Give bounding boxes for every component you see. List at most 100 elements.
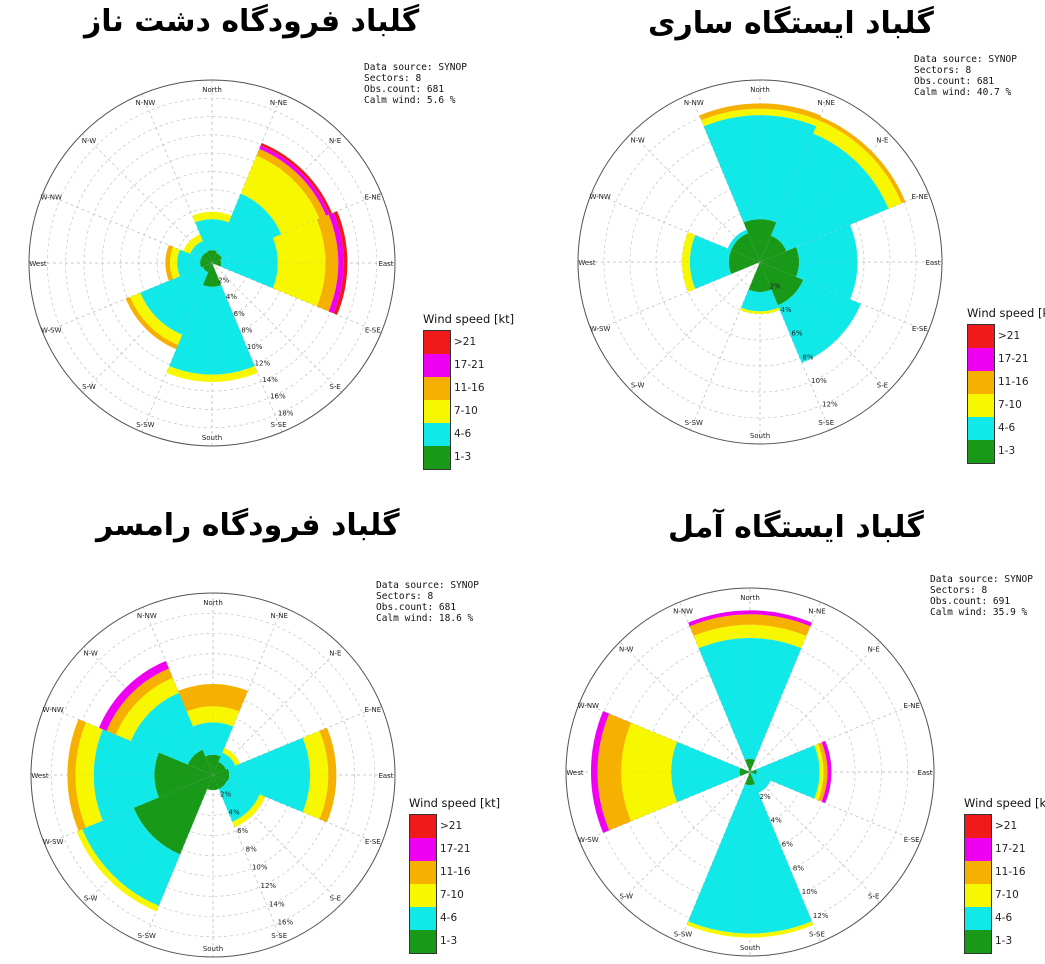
- grid-spoke: [759, 133, 889, 263]
- legend-swatches: >21 17-21 11-16 7-10 4-6 1-3: [967, 324, 1029, 464]
- direction-label: N-NW: [137, 612, 157, 620]
- grid-spoke: [211, 93, 283, 264]
- ring-labels: 2% 4% 6% 8% 10% 12%: [769, 283, 838, 409]
- petal-south-1-3: [207, 775, 219, 791]
- petal-west-7-10: [169, 246, 180, 280]
- grid-spoke: [579, 771, 751, 843]
- grid-spoke: [579, 771, 751, 843]
- ring-label: 10%: [811, 377, 827, 385]
- direction-label: S-SE: [271, 421, 287, 429]
- legend-swatch: [410, 838, 436, 861]
- petal-s-e-4-6: [218, 780, 260, 822]
- chart-meta: Data source: SYNOP Sectors: 8 Obs.count:…: [364, 62, 467, 106]
- grid-spoke: [759, 261, 929, 332]
- petal-west-4-6: [93, 729, 159, 821]
- petal-east-17-21: [328, 212, 344, 314]
- ring-label: 10%: [247, 343, 263, 351]
- legend-swatch: [424, 354, 450, 377]
- ring-label: 14%: [262, 376, 278, 384]
- legend-item: 11-16: [965, 861, 1026, 884]
- chart-title: گلباد فرودگاه رامسر: [96, 508, 400, 543]
- ring-label: 2%: [769, 283, 780, 291]
- meta-line: Data source: SYNOP: [930, 574, 1033, 585]
- petal-n-e-1-3: [212, 252, 223, 263]
- direction-label: S-SW: [136, 421, 154, 429]
- direction-label: N-NE: [817, 99, 834, 107]
- legend-swatch: [410, 861, 436, 884]
- petal-west-4-6: [689, 235, 732, 289]
- petal-n-w-4-6: [130, 692, 203, 765]
- legend-item: >21: [968, 325, 1020, 348]
- grid-spoke: [212, 705, 382, 776]
- petal-west-1-3: [728, 250, 760, 274]
- legend-label: 11-16: [440, 866, 471, 878]
- direction-label: South: [202, 434, 222, 442]
- grid-spoke: [211, 262, 283, 433]
- legend-label: 4-6: [440, 912, 458, 924]
- grid-spoke: [759, 261, 889, 391]
- direction-label: South: [203, 945, 223, 953]
- petal-south-4-6: [741, 289, 779, 312]
- grid-spoke: [212, 646, 342, 776]
- grid-spoke: [212, 774, 283, 944]
- direction-label: West: [29, 260, 46, 268]
- ring-label: 8%: [246, 845, 257, 853]
- direction-label: E-NE: [903, 702, 920, 710]
- meta-line: Sectors: 8: [376, 591, 434, 602]
- petal-west-7-10: [75, 722, 103, 828]
- grid-overlay: [566, 588, 934, 956]
- legend-swatch: [968, 348, 994, 371]
- petal-west-1-3: [154, 752, 213, 798]
- legend-title: Wind speed [kt]: [409, 796, 501, 810]
- direction-label: S-W: [631, 381, 645, 389]
- legend-label: 17-21: [998, 353, 1029, 365]
- direction-label: S-E: [868, 893, 879, 901]
- grid-spoke: [212, 774, 342, 904]
- petal-east-11-16: [319, 727, 337, 823]
- legend-item: >21: [965, 815, 1017, 838]
- legend-item: 1-3: [424, 446, 471, 469]
- ring-label: 8%: [241, 326, 252, 334]
- legend-item: 7-10: [424, 400, 478, 423]
- petal-n-e-1-3: [760, 235, 787, 262]
- legend-swatch: [965, 861, 991, 884]
- petal-s-w-11-16: [125, 296, 179, 350]
- direction-label: S-SE: [271, 932, 287, 940]
- petal-n-e-4-6: [770, 133, 889, 252]
- petal-n-w-7-10: [115, 677, 179, 741]
- ring-label: 2%: [218, 277, 229, 285]
- wind-petals: [67, 661, 337, 912]
- petal-s-w-1-3: [202, 263, 212, 273]
- grid-spoke: [211, 192, 382, 264]
- direction-labels: North N-NE N-E E-NE East E-SE S-E S-SE South S-SW…: [566, 594, 932, 952]
- grid-spoke: [591, 261, 761, 332]
- petal-west-1-3: [200, 258, 212, 268]
- legend-swatch: [968, 417, 994, 440]
- grid-spoke: [690, 93, 761, 263]
- legend-swatches: >21 17-21 11-16 7-10 4-6 1-3: [423, 330, 485, 470]
- direction-label: North: [203, 599, 223, 607]
- wind-petals: [125, 142, 348, 382]
- grid-spoke: [619, 771, 751, 903]
- direction-label: S-SE: [818, 419, 834, 427]
- legend-swatch: [965, 815, 991, 838]
- outer-ring: [30, 592, 396, 958]
- direction-label: W-NW: [41, 193, 62, 201]
- grid-spoke: [679, 771, 751, 943]
- petal-south-1-3: [202, 263, 222, 287]
- direction-label: East: [925, 259, 940, 267]
- petal-north-1-3: [744, 758, 756, 772]
- grid-spoke: [619, 771, 751, 903]
- grid-spoke: [211, 262, 342, 393]
- petal-s-e-7-10: [232, 794, 266, 828]
- chart-title: گلباد ایستگاه ساری: [648, 6, 934, 41]
- legend-item: 4-6: [424, 423, 471, 446]
- legend-item: 1-3: [968, 440, 1015, 463]
- ring-label: 2%: [760, 793, 771, 801]
- grid-spoke: [82, 133, 213, 264]
- petal-s-w-7-10: [76, 829, 159, 912]
- legend-item: 11-16: [410, 861, 471, 884]
- ring-label: 12%: [255, 360, 271, 368]
- petal-north-17-21: [688, 610, 812, 627]
- direction-label: S-SW: [685, 419, 703, 427]
